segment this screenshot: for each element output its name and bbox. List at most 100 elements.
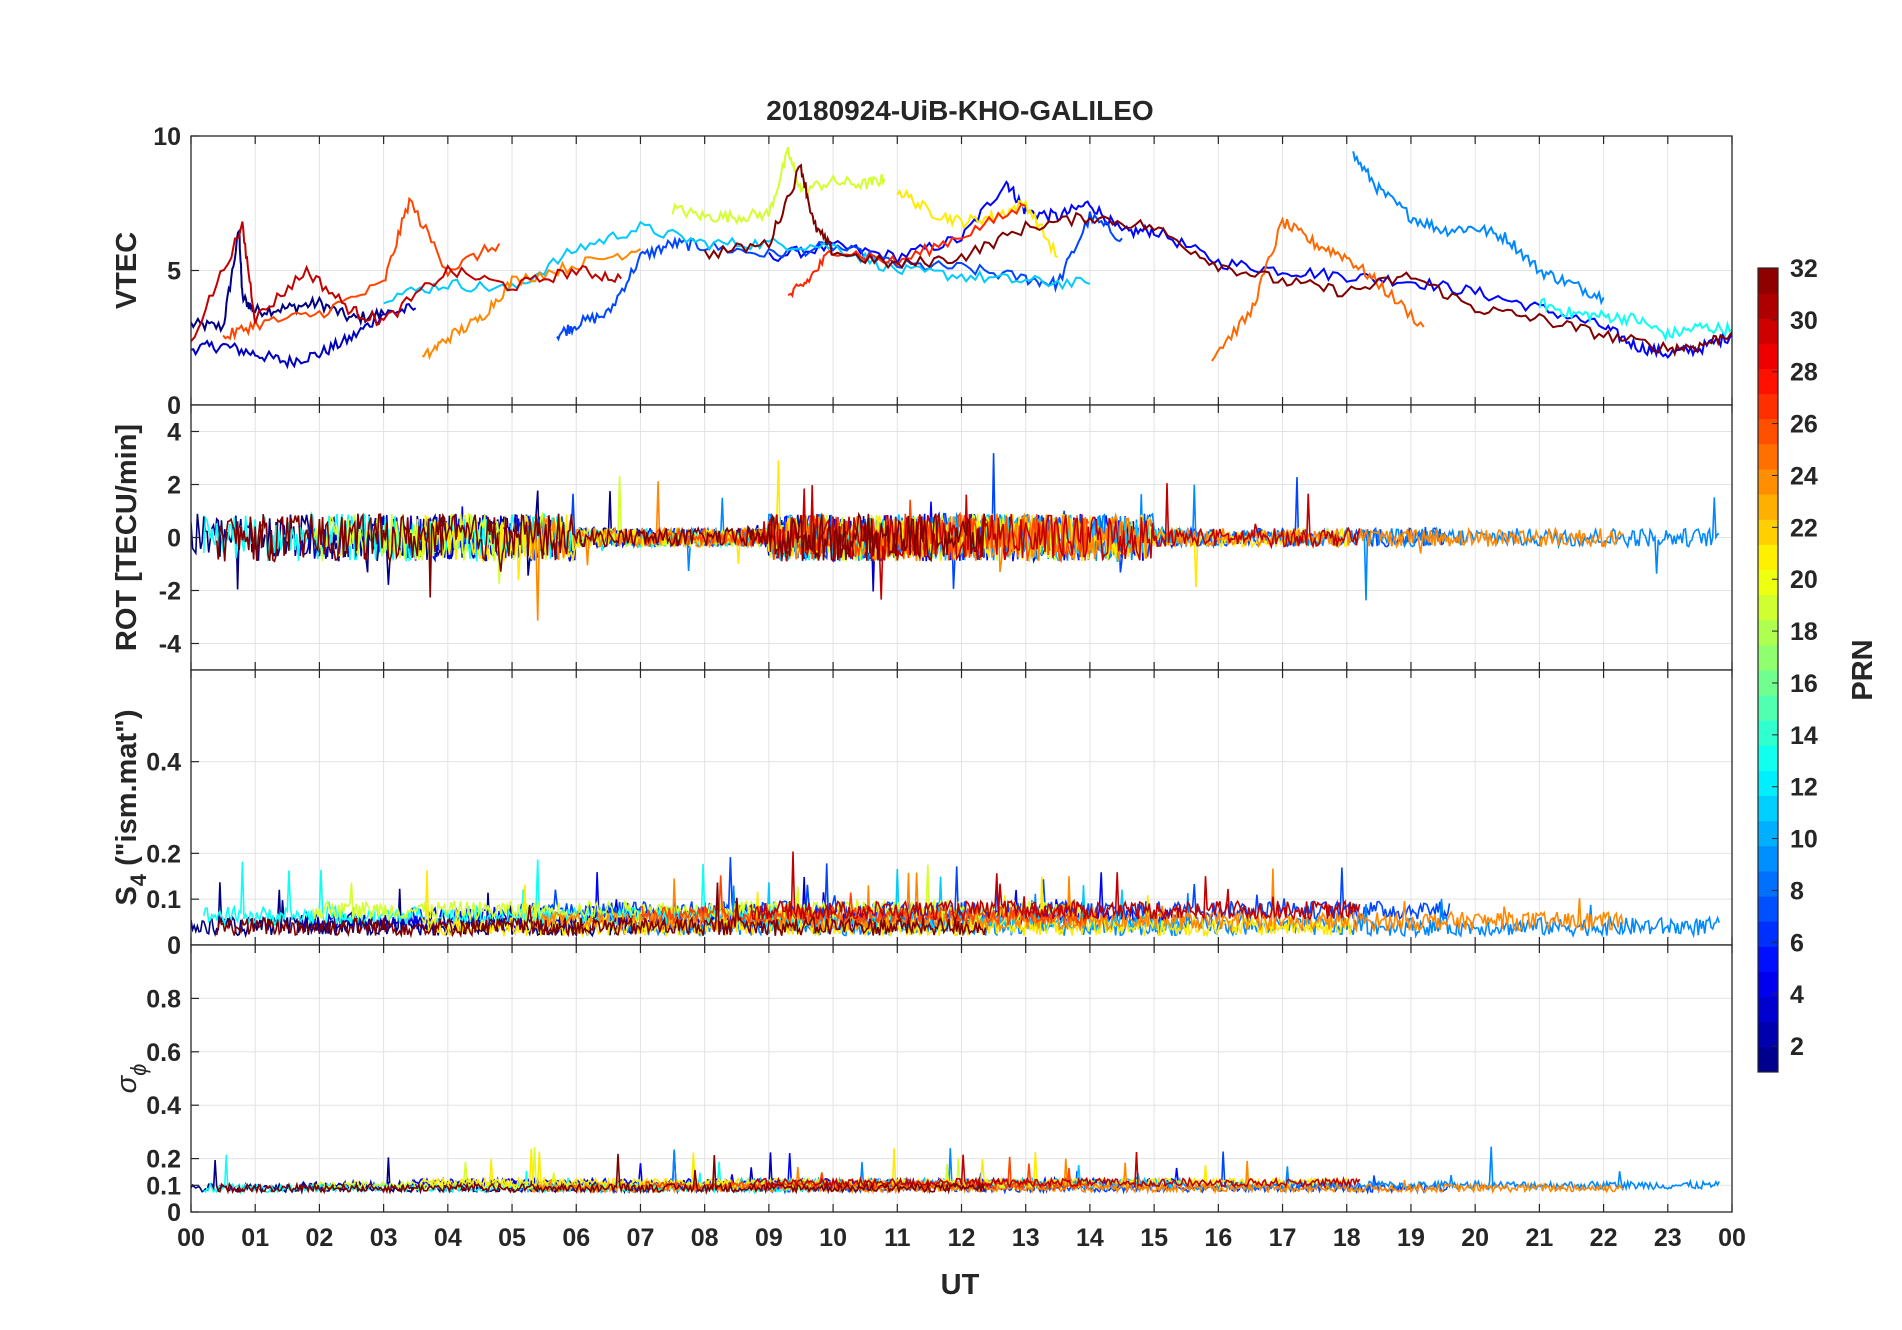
y-axis-label-sub: ϕ (126, 1064, 151, 1076)
series-group (191, 146, 1732, 370)
colorbar-segment (1758, 670, 1778, 696)
x-tick-label: 03 (370, 1224, 398, 1252)
y-tick-label: 0.4 (146, 749, 181, 777)
trace-prn-32 (215, 1153, 986, 1196)
colorbar-segment (1758, 946, 1778, 972)
y-tick-label: 0.2 (146, 1146, 181, 1174)
colorbar-segment (1758, 594, 1778, 621)
colorbar-segment (1758, 318, 1778, 344)
series-prn-25 (1211, 216, 1425, 362)
series-prn-11 (383, 220, 1091, 305)
x-tick-label: 05 (498, 1224, 526, 1252)
y-tick-label: 10 (153, 123, 181, 151)
colorbar-segment (1758, 343, 1778, 369)
x-tick-label: 14 (1076, 1224, 1104, 1252)
trace-prn-30 (749, 851, 1361, 922)
y-tick-label: 0 (167, 932, 181, 960)
y-axis-label: VTEC (111, 232, 143, 309)
x-tick-label: 09 (755, 1224, 783, 1252)
trace-prn-32 (215, 882, 987, 939)
colorbar-segment (1758, 971, 1778, 998)
x-tick-label: 16 (1204, 1224, 1232, 1252)
y-tick-label: 0.6 (146, 1039, 181, 1067)
x-axis-label: UT (941, 1269, 980, 1301)
trace-prn-32 (215, 511, 987, 598)
x-tick-label: 00 (1718, 1224, 1746, 1252)
series-prn-21 (896, 188, 1059, 258)
y-tick-label: 0.1 (146, 1172, 181, 1200)
colorbar-segment (1758, 293, 1778, 319)
colorbar-segment (1758, 996, 1778, 1023)
y-tick-label: 0 (167, 525, 181, 553)
colorbar-tick-label: 12 (1790, 774, 1818, 802)
series-prn-32 (703, 163, 1732, 358)
y-tick-label: -2 (159, 578, 181, 606)
colorbar-segment (1758, 845, 1778, 872)
colorbar-tick-label: 20 (1790, 566, 1818, 594)
colorbar-segment (1758, 1046, 1778, 1073)
series-group (191, 453, 1720, 621)
trace-prn-30 (748, 483, 1361, 600)
x-tick-label: 10 (819, 1224, 847, 1252)
x-tick-label: 07 (627, 1224, 655, 1252)
series-prn-30 (191, 221, 622, 342)
series-prn-1 (191, 228, 385, 334)
x-tick-label: 23 (1654, 1224, 1682, 1252)
colorbar-segment (1758, 569, 1778, 596)
colorbar-segment (1758, 519, 1778, 545)
y-tick-label: 5 (167, 258, 181, 286)
series-prn-3 (191, 302, 417, 370)
x-tick-label: 12 (948, 1224, 976, 1252)
colorbar-tick-label: 16 (1790, 670, 1818, 698)
colorbar-segment (1758, 393, 1778, 420)
colorbar-tick-label: 2 (1790, 1033, 1804, 1061)
colorbar-tick-label: 6 (1790, 929, 1804, 957)
colorbar-segment (1758, 619, 1778, 646)
y-tick-label: 2 (167, 472, 181, 500)
colorbar-segment (1758, 494, 1778, 520)
colorbar-tick-label: 18 (1790, 618, 1818, 646)
x-tick-label: 08 (691, 1224, 719, 1252)
panel-4: 00.10.2 0.4 0.6 0.8 σϕ (111, 944, 1733, 1227)
y-tick-label: -4 (159, 631, 181, 659)
grid (190, 670, 1733, 946)
colorbar-segment (1758, 871, 1778, 897)
x-tick-label: 18 (1333, 1224, 1361, 1252)
colorbar-frame (1757, 267, 1779, 1073)
trace-prn-26 (640, 875, 1090, 928)
colorbar-segment (1758, 896, 1778, 922)
colorbar-segment (1758, 1021, 1778, 1048)
colorbar-tick-label: 14 (1790, 722, 1818, 750)
colorbar-segment (1758, 644, 1778, 671)
colorbar-segment (1758, 268, 1778, 294)
x-tick-label: 02 (306, 1224, 334, 1252)
series-prn-24 (421, 248, 642, 361)
colorbar-tick-label: 30 (1790, 307, 1818, 335)
colorbar-segment (1758, 544, 1778, 570)
colorbar-segment (1758, 820, 1778, 847)
y-tick-label: 0 (167, 392, 181, 420)
colorbar-segment (1758, 770, 1778, 797)
y-axis-label: ROT [TECU/min] (111, 424, 143, 651)
colorbar-tick-label: 4 (1790, 981, 1804, 1009)
x-tick-label: 06 (562, 1224, 590, 1252)
x-tick-label: 17 (1269, 1224, 1297, 1252)
panel-1: 0 5 10 VTEC (111, 123, 1733, 420)
series-prn-13 (1538, 297, 1732, 343)
x-tick-label: 19 (1397, 1224, 1425, 1252)
y-tick-label: 0.2 (146, 840, 181, 868)
y-axis-label: S4 ("ism.mat") (111, 709, 151, 905)
colorbar-segment (1758, 795, 1778, 822)
series-prn-27 (787, 202, 1027, 299)
colorbar-segment (1758, 921, 1778, 947)
colorbar-tick-label: 32 (1790, 255, 1818, 283)
x-tick-label: 20 (1461, 1224, 1489, 1252)
x-tick-label: 22 (1590, 1224, 1618, 1252)
colorbar-segment (1758, 469, 1778, 495)
colorbar-tick-label: 10 (1790, 826, 1818, 854)
y-axis-label: σϕ (111, 1064, 151, 1094)
colorbar-segment (1758, 418, 1778, 445)
colorbar-segment (1758, 695, 1778, 721)
